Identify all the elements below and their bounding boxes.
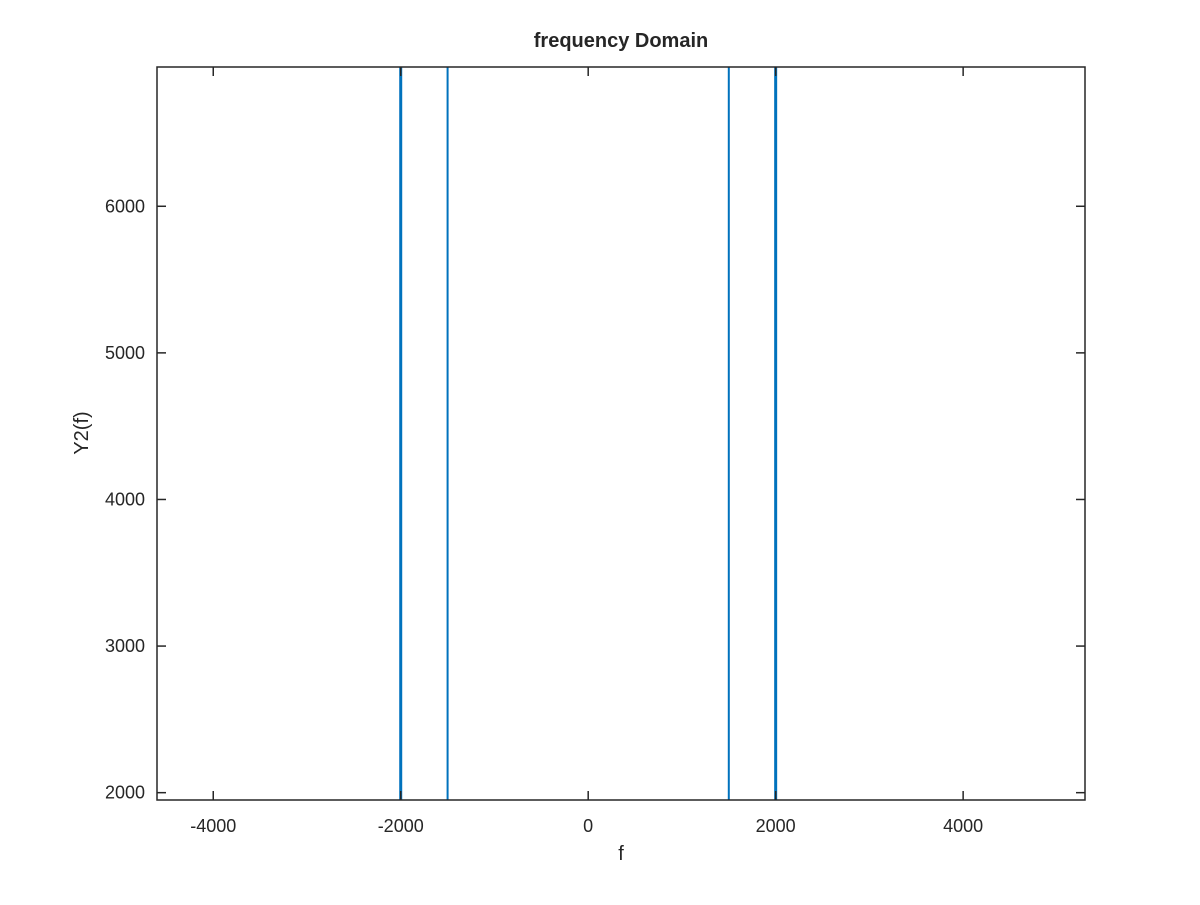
x-tick-label-1: -2000 [378,816,424,836]
axes-frame [156,66,1086,801]
plot-lines [399,67,778,800]
y-axis-ticks: 2000 3000 4000 5000 6000 [105,196,1085,803]
y-tick-label-1: 3000 [105,636,145,656]
y-tick-label-2: 4000 [105,489,145,509]
y-tick-label-4: 6000 [105,196,145,216]
x-tick-label-3: 2000 [756,816,796,836]
x-tick-label-2: 0 [583,816,593,836]
x-axis-label: f [618,843,624,865]
y-axis-label: Y2(f) [71,411,93,454]
y-tick-label-0: 2000 [105,783,145,803]
x-tick-label-0: -4000 [190,816,236,836]
x-tick-label-4: 4000 [943,816,983,836]
x-axis-ticks: -4000 -2000 0 2000 4000 [190,67,983,836]
chart-title: frequency Domain [534,30,708,52]
y-tick-label-3: 5000 [105,343,145,363]
